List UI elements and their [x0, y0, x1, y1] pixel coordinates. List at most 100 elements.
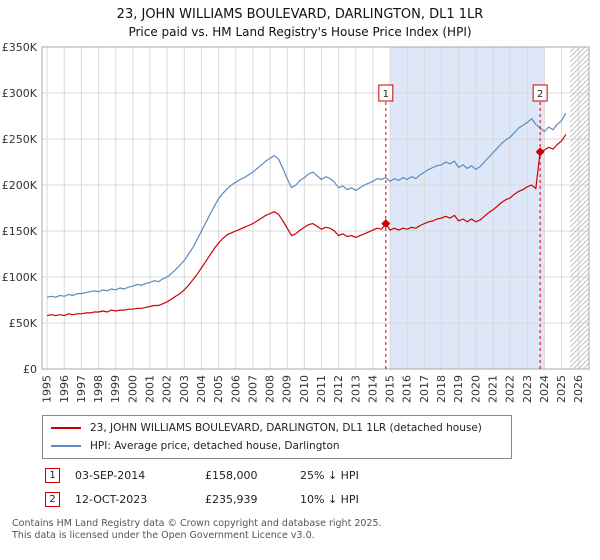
plot-border — [41, 46, 590, 370]
hatch-line — [569, 47, 590, 68]
transaction-row-1: 1 03-SEP-2014 £158,000 25% ↓ HPI — [45, 468, 600, 483]
hatch-line — [569, 132, 590, 153]
y-axis-tick-label: £200K — [2, 179, 38, 192]
y-axis-tick-label: £50K — [9, 317, 38, 330]
x-axis-tick-label: 2016 — [401, 375, 414, 403]
y-axis-tick-label: £350K — [2, 41, 38, 54]
hpi-line-swatch — [51, 445, 81, 447]
hatch-line — [569, 152, 590, 173]
hatch-line — [569, 57, 590, 78]
x-axis-tick-label: 1996 — [58, 375, 71, 403]
x-axis-tick-label: 2000 — [126, 375, 139, 403]
hatch-line — [569, 217, 590, 238]
license-footer: Contains HM Land Registry data © Crown c… — [12, 518, 600, 543]
hatch-line — [569, 292, 590, 313]
chart-legend: 23, JOHN WILLIAMS BOULEVARD, DARLINGTON,… — [42, 415, 512, 459]
transaction-number-badge-2: 2 — [45, 492, 60, 507]
hatch-line — [569, 272, 590, 293]
x-axis-tick-label: 2006 — [229, 375, 242, 403]
hatch-line — [569, 142, 590, 163]
footer-line-2: This data is licensed under the Open Gov… — [12, 530, 315, 542]
y-axis-tick-label: £0 — [23, 363, 37, 376]
shaded-region — [390, 47, 545, 369]
hatch-line — [569, 157, 590, 178]
hatch-line — [569, 82, 590, 103]
hatch-line — [569, 67, 590, 88]
hatch-line — [569, 77, 590, 98]
x-axis-tick-label: 2020 — [469, 375, 482, 403]
hatch-line — [569, 87, 590, 108]
page-subtitle: Price paid vs. HM Land Registry's House … — [128, 25, 472, 39]
hatch-line — [569, 207, 590, 228]
hatch-line — [569, 202, 590, 223]
hatch-line — [569, 267, 590, 288]
price-paid-line — [46, 134, 567, 317]
x-axis-tick-label: 2014 — [366, 375, 379, 403]
hatch-line — [569, 92, 590, 113]
x-axis-tick-label: 2023 — [521, 375, 534, 403]
x-axis-tick-label: 2007 — [246, 375, 259, 403]
x-axis-tick-label: 2015 — [384, 375, 397, 403]
hatch-line — [582, 362, 590, 370]
hatch-line — [569, 172, 590, 193]
price-paid-line-swatch — [51, 427, 81, 429]
hatch-line — [569, 277, 590, 298]
x-axis-tick-label: 2024 — [538, 375, 551, 403]
x-axis-tick-label: 2005 — [212, 375, 225, 403]
sale-number-label-2: 2 — [537, 89, 543, 100]
hatch-line — [569, 52, 590, 73]
hatch-line — [569, 117, 590, 138]
hatch-line — [572, 352, 590, 370]
x-axis-tick-label: 2003 — [178, 375, 191, 403]
hatch-line — [569, 192, 590, 213]
y-axis-tick-label: £300K — [2, 87, 38, 100]
hatch-line — [569, 187, 590, 208]
x-axis-tick-label: 2025 — [555, 375, 568, 403]
x-axis-tick-label: 2011 — [315, 375, 328, 403]
hatch-line — [569, 222, 590, 243]
hatch-line — [569, 72, 590, 93]
page-title: 23, JOHN WILLIAMS BOULEVARD, DARLINGTON,… — [116, 7, 484, 22]
hatch-line — [569, 252, 590, 273]
footer-line-1: Contains HM Land Registry data © Crown c… — [12, 518, 382, 529]
hatch-line — [569, 342, 590, 363]
hatch-line — [569, 282, 590, 303]
hatch-line — [569, 107, 590, 128]
hatch-line — [569, 287, 590, 308]
hatch-line — [577, 357, 590, 370]
hatch-line — [569, 147, 590, 168]
hatch-line — [569, 46, 586, 63]
hatch-line — [569, 242, 590, 263]
hatch-line — [569, 317, 590, 338]
hatch-line — [569, 137, 590, 158]
hatch-line — [569, 167, 590, 188]
legend-item-price-paid: 23, JOHN WILLIAMS BOULEVARD, DARLINGTON,… — [51, 422, 503, 434]
hatch-line — [569, 312, 590, 333]
x-axis-tick-label: 2013 — [349, 375, 362, 403]
x-axis-tick-label: 2019 — [452, 375, 465, 403]
transaction-number-badge-1: 1 — [45, 468, 60, 483]
hatch-line — [569, 337, 590, 358]
hatch-line — [569, 232, 590, 253]
hatch-line — [569, 62, 590, 83]
x-axis-tick-label: 2021 — [486, 375, 499, 403]
legend-label-price-paid: 23, JOHN WILLIAMS BOULEVARD, DARLINGTON,… — [90, 422, 482, 434]
x-axis-tick-label: 2009 — [281, 375, 294, 403]
transaction-row-2: 2 12-OCT-2023 £235,939 10% ↓ HPI — [45, 492, 600, 507]
hatch-line — [569, 347, 590, 368]
legend-item-hpi: HPI: Average price, detached house, Darl… — [51, 440, 503, 452]
x-axis-tick-label: 1997 — [75, 375, 88, 403]
x-axis-tick-label: 1999 — [109, 375, 122, 403]
x-axis-tick-label: 2026 — [572, 375, 585, 403]
hatch-line — [569, 127, 590, 148]
transaction-vs-hpi-1: 25% ↓ HPI — [300, 469, 359, 482]
transaction-date-2: 12-OCT-2023 — [75, 493, 148, 506]
y-axis-tick-label: £250K — [2, 133, 38, 146]
transaction-vs-hpi-2: 10% ↓ HPI — [300, 493, 359, 506]
hatch-line — [569, 257, 590, 278]
x-axis-tick-label: 2018 — [435, 375, 448, 403]
x-axis-tick-label: 2010 — [298, 375, 311, 403]
x-axis-tick-label: 1995 — [41, 375, 54, 403]
transaction-price-2: £235,939 — [205, 493, 258, 506]
hatch-line — [569, 122, 590, 143]
